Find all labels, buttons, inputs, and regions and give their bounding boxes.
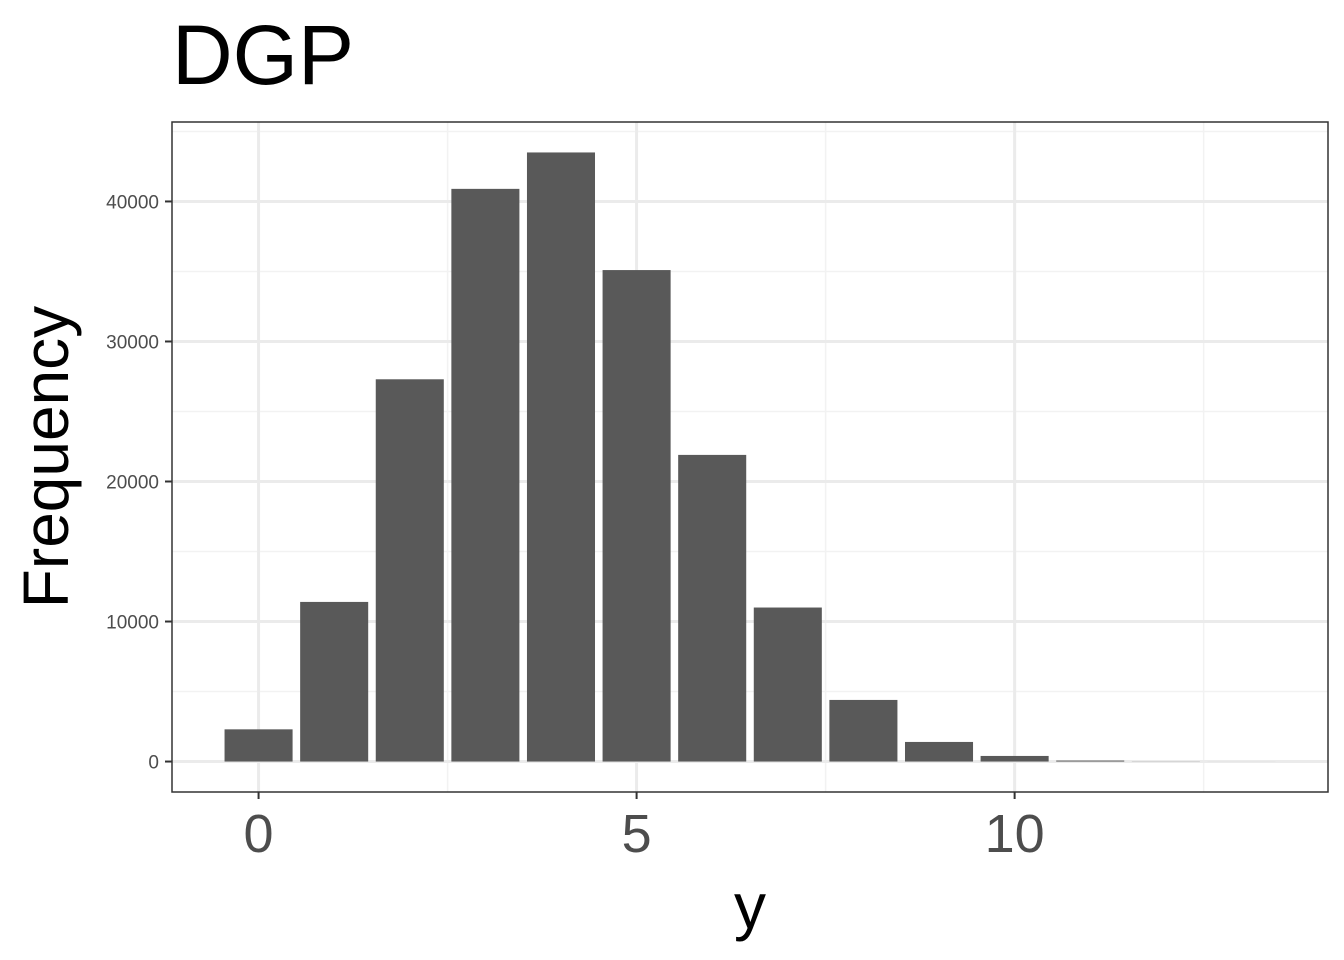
bar — [678, 454, 747, 762]
y-tick-label: 30000 — [106, 332, 159, 353]
y-tick-label: 40000 — [106, 192, 159, 213]
bar — [904, 741, 974, 762]
bar — [526, 152, 596, 762]
y-tick-label: 10000 — [106, 613, 159, 634]
chart-title: DGP — [172, 8, 354, 102]
bar — [300, 601, 369, 762]
y-tick-label: 0 — [148, 753, 159, 774]
bar — [980, 755, 1049, 762]
x-tick-label: 10 — [985, 804, 1045, 864]
y-tick-label: 20000 — [106, 473, 159, 494]
bar — [375, 379, 444, 762]
bar — [224, 729, 293, 762]
bar — [602, 270, 671, 762]
x-axis-label: y — [734, 870, 766, 942]
bar — [451, 188, 520, 762]
bar — [1056, 760, 1125, 762]
x-tick-label: 5 — [622, 804, 652, 864]
bar — [829, 699, 898, 762]
x-tick-label: 0 — [244, 804, 274, 864]
y-axis-label: Frequency — [10, 306, 82, 608]
panel-border — [171, 121, 1329, 793]
bar — [753, 607, 822, 762]
